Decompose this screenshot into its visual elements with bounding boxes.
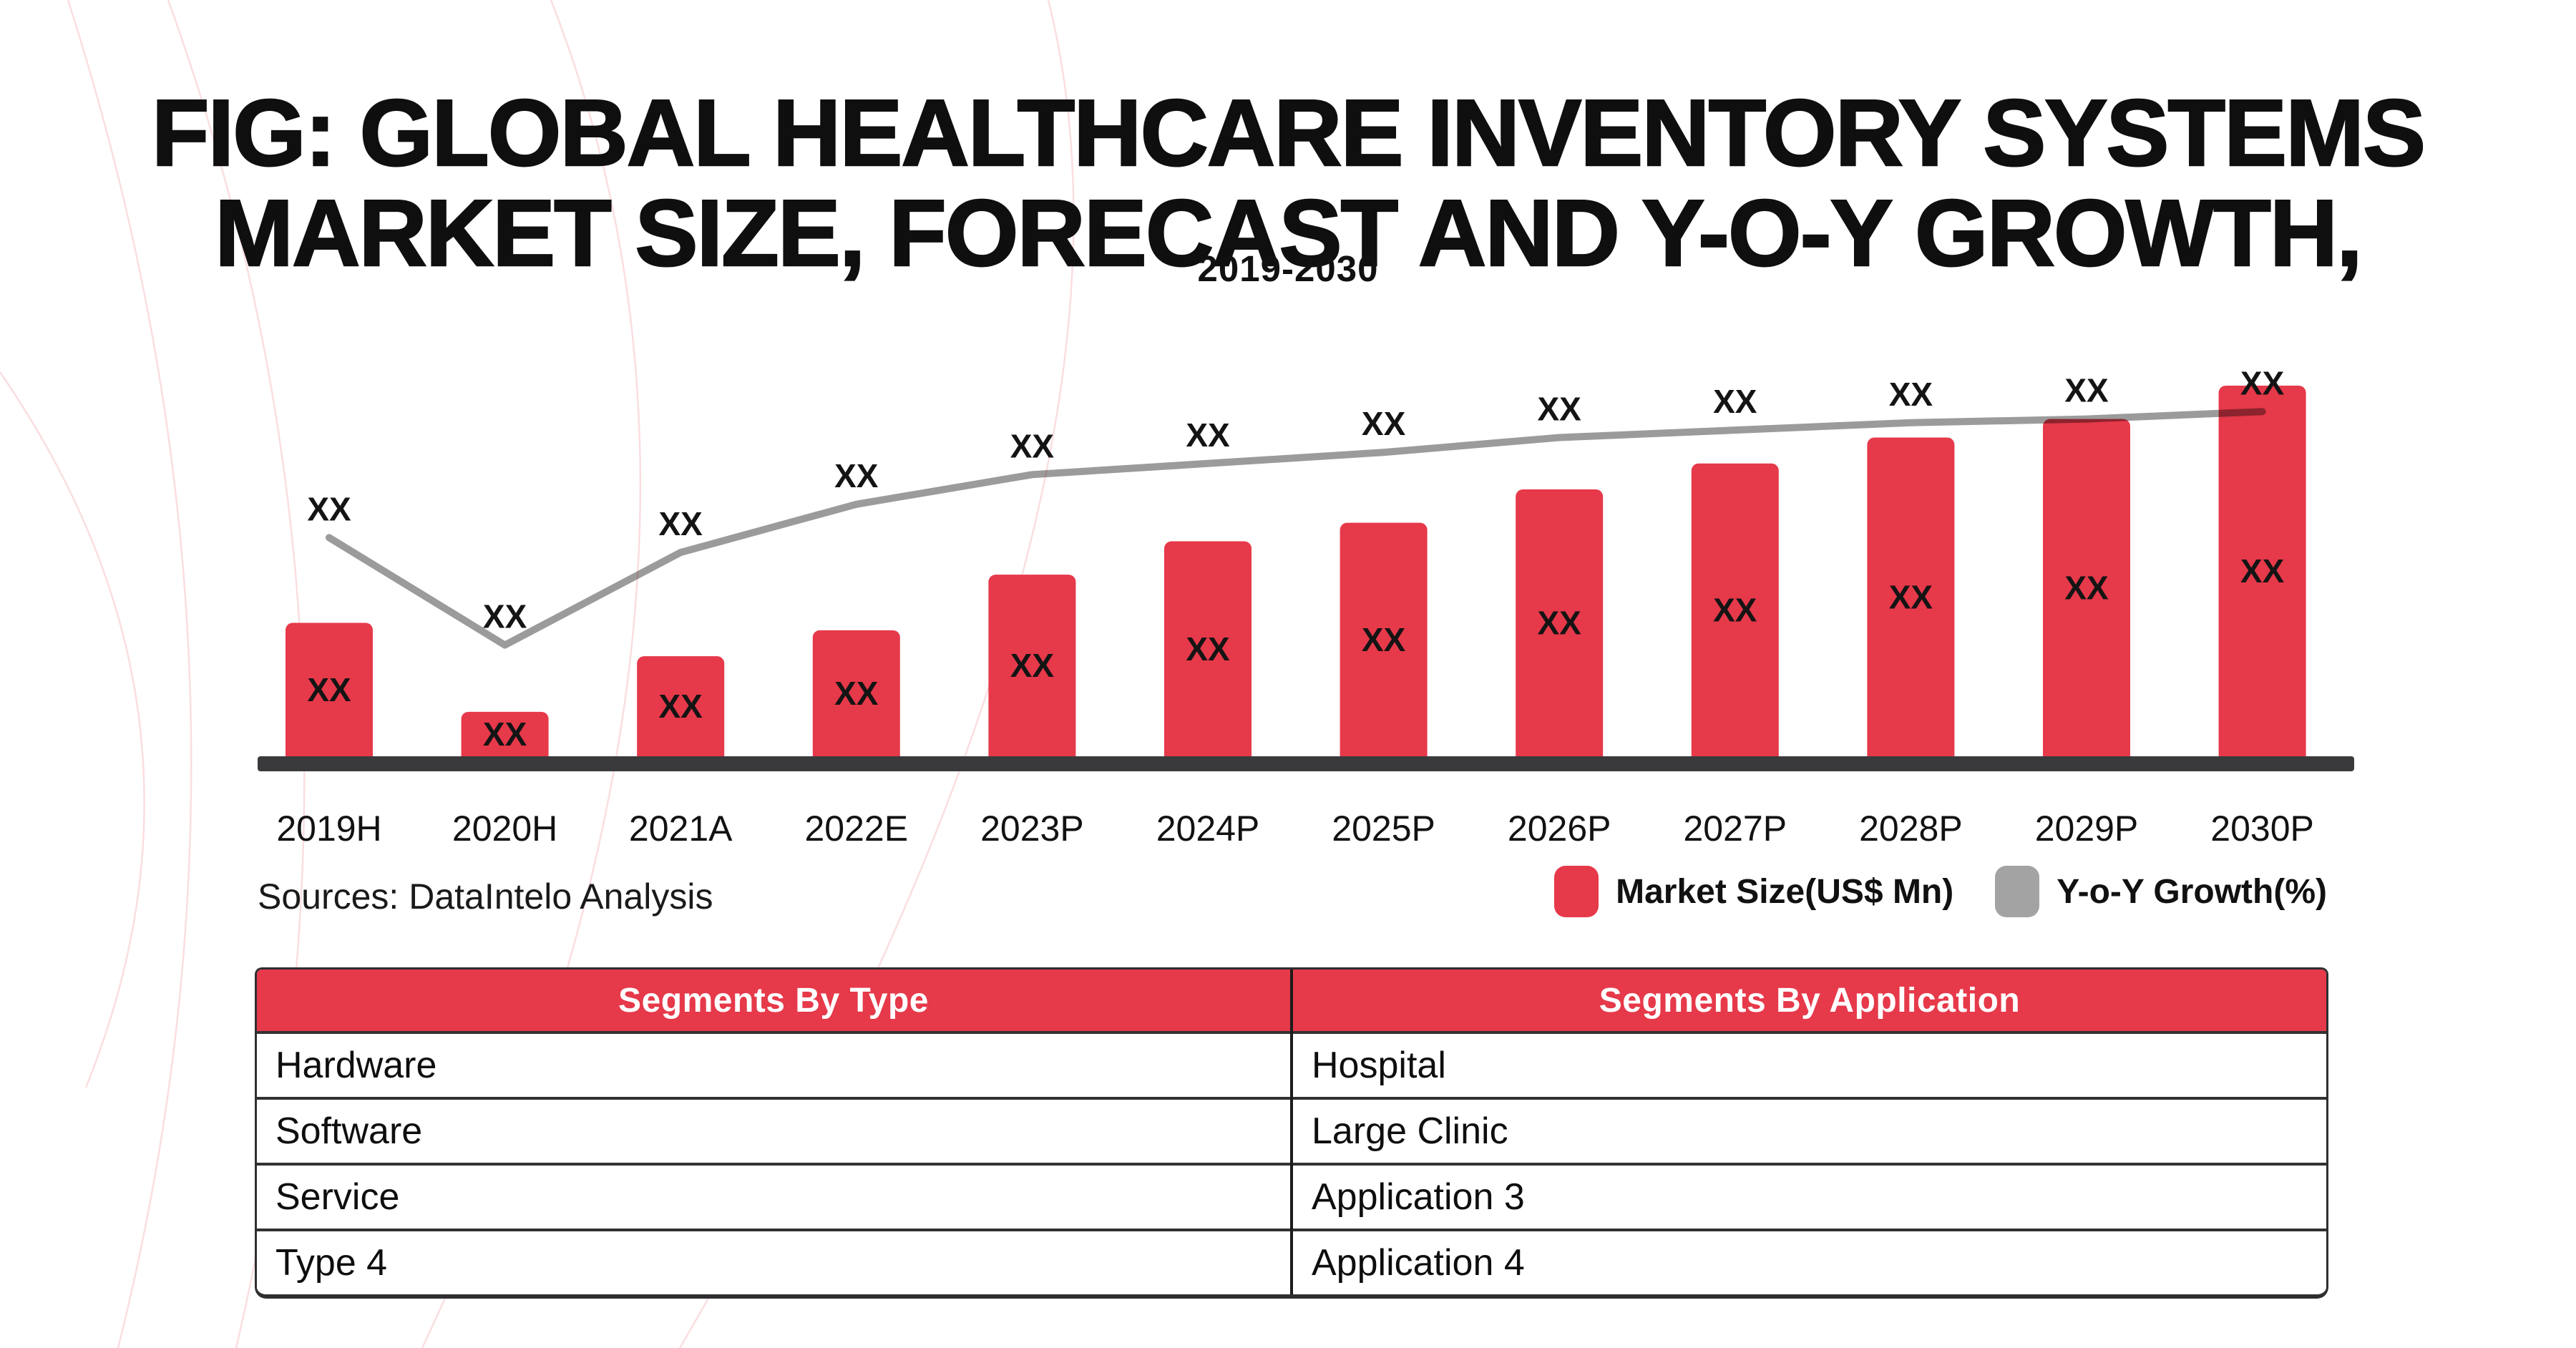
legend-item: Market Size(US$ Mn) [1554,866,1953,917]
decor-arc [0,371,145,1088]
bar-value-label: XX [307,671,351,708]
bar-2020H [461,711,549,756]
table-cell: Large Clinic [1290,1097,2326,1164]
line-value-label: XX [307,490,351,527]
line-value-label: XX [2240,364,2285,401]
line-value-label: XX [1186,416,1230,454]
line-value-label: XX [1362,405,1406,442]
bar-value-label: XX [2064,569,2109,606]
line-value-label: XX [483,598,527,635]
line-value-label: XX [659,505,703,542]
bar-2030P [2218,386,2306,756]
line-value-label: XX [2064,372,2109,409]
bar-2029P [2043,419,2130,756]
x-axis-label: 2023P [980,809,1084,849]
table-cell: Application 4 [1290,1229,2326,1294]
x-axis-label: 2022E [805,809,909,849]
x-axis-label: 2026P [1508,809,1611,849]
gray-rounded-square-icon [1995,866,2040,917]
x-axis-label: 2021A [629,809,733,849]
bar-value-label: XX [2240,552,2285,590]
col-header-segments-by-application: Segments By Application [1290,970,2326,1032]
x-axis-label: 2020H [452,809,557,849]
table-row: Service Application 3 [257,1163,2326,1230]
bar-2028P [1867,437,1955,756]
figure-title: FIG: GLOBAL HEALTHCARE INVENTORY SYSTEMS… [0,80,2576,285]
bar-2024P [1164,541,1252,756]
x-axis-line [258,756,2354,771]
bar-value-label: XX [1713,591,1757,628]
segments-table-header: Segments By Type Segments By Application [257,970,2326,1032]
bar-2022E [812,630,900,756]
table-cell: Hospital [1290,1031,2326,1098]
x-axis-label: 2025P [1332,809,1435,849]
x-axis-label: 2030P [2210,809,2314,849]
line-value-label: XX [1889,376,1933,413]
bar-value-label: XX [1362,621,1406,658]
bar-2019H [286,622,373,756]
table-row: Type 4 Application 4 [257,1229,2326,1294]
bar-2027P [1691,463,1779,756]
x-axis-label: 2028P [1859,809,1963,849]
table-cell: Service [257,1163,1292,1230]
growth-line [326,408,2266,649]
x-axis-label: 2029P [2035,809,2139,849]
bar-value-label: XX [483,715,527,753]
figure-subtitle: 2019-2030 [1197,248,1379,289]
table-cell: Software [257,1097,1292,1164]
bar-value-label: XX [834,675,879,712]
red-rounded-square-icon [1554,866,1599,917]
bar-value-label: XX [1010,647,1055,684]
line-value-label: XX [1538,391,1582,428]
legend-label: Y-o-Y Growth(%) [2057,872,2327,911]
bar-2023P [988,575,1076,756]
x-axis-label: 2027P [1684,809,1787,849]
col-header-segments-by-type: Segments By Type [257,970,1292,1032]
table-cell: Type 4 [257,1229,1292,1294]
bar-2026P [1516,489,1604,756]
bar-2025P [1340,522,1428,756]
bar-value-label: XX [1538,605,1582,642]
sources-note: Sources: DataIntelo Analysis [258,876,713,917]
figure-title-line2: MARKET SIZE, FORECAST AND Y-O-Y GROWTH, [214,180,2363,285]
bar-2021A [637,656,725,756]
line-value-label: XX [1010,427,1055,464]
bar-value-label: XX [1889,578,1933,615]
table-cell: Application 3 [1290,1163,2326,1230]
table-row: Hardware Hospital [257,1031,2326,1098]
bar-value-label: XX [1186,630,1230,668]
segments-table: Segments By Type Segments By Application… [255,967,2328,1299]
figure-title-line1: FIG: GLOBAL HEALTHCARE INVENTORY SYSTEMS [151,80,2427,185]
decor-arc [67,0,192,1348]
chart-legend: Market Size(US$ Mn) Y-o-Y Growth(%) [1554,866,2327,917]
table-cell: Hardware [257,1031,1292,1098]
line-value-label: XX [1713,383,1757,420]
x-axis-label: 2024P [1156,809,1260,849]
bar-value-label: XX [659,688,703,725]
x-axis-label: 2019H [276,809,381,849]
table-row: Software Large Clinic [257,1097,2326,1164]
line-value-label: XX [834,457,879,494]
legend-item: Y-o-Y Growth(%) [1995,866,2327,917]
legend-label: Market Size(US$ Mn) [1616,872,1954,911]
